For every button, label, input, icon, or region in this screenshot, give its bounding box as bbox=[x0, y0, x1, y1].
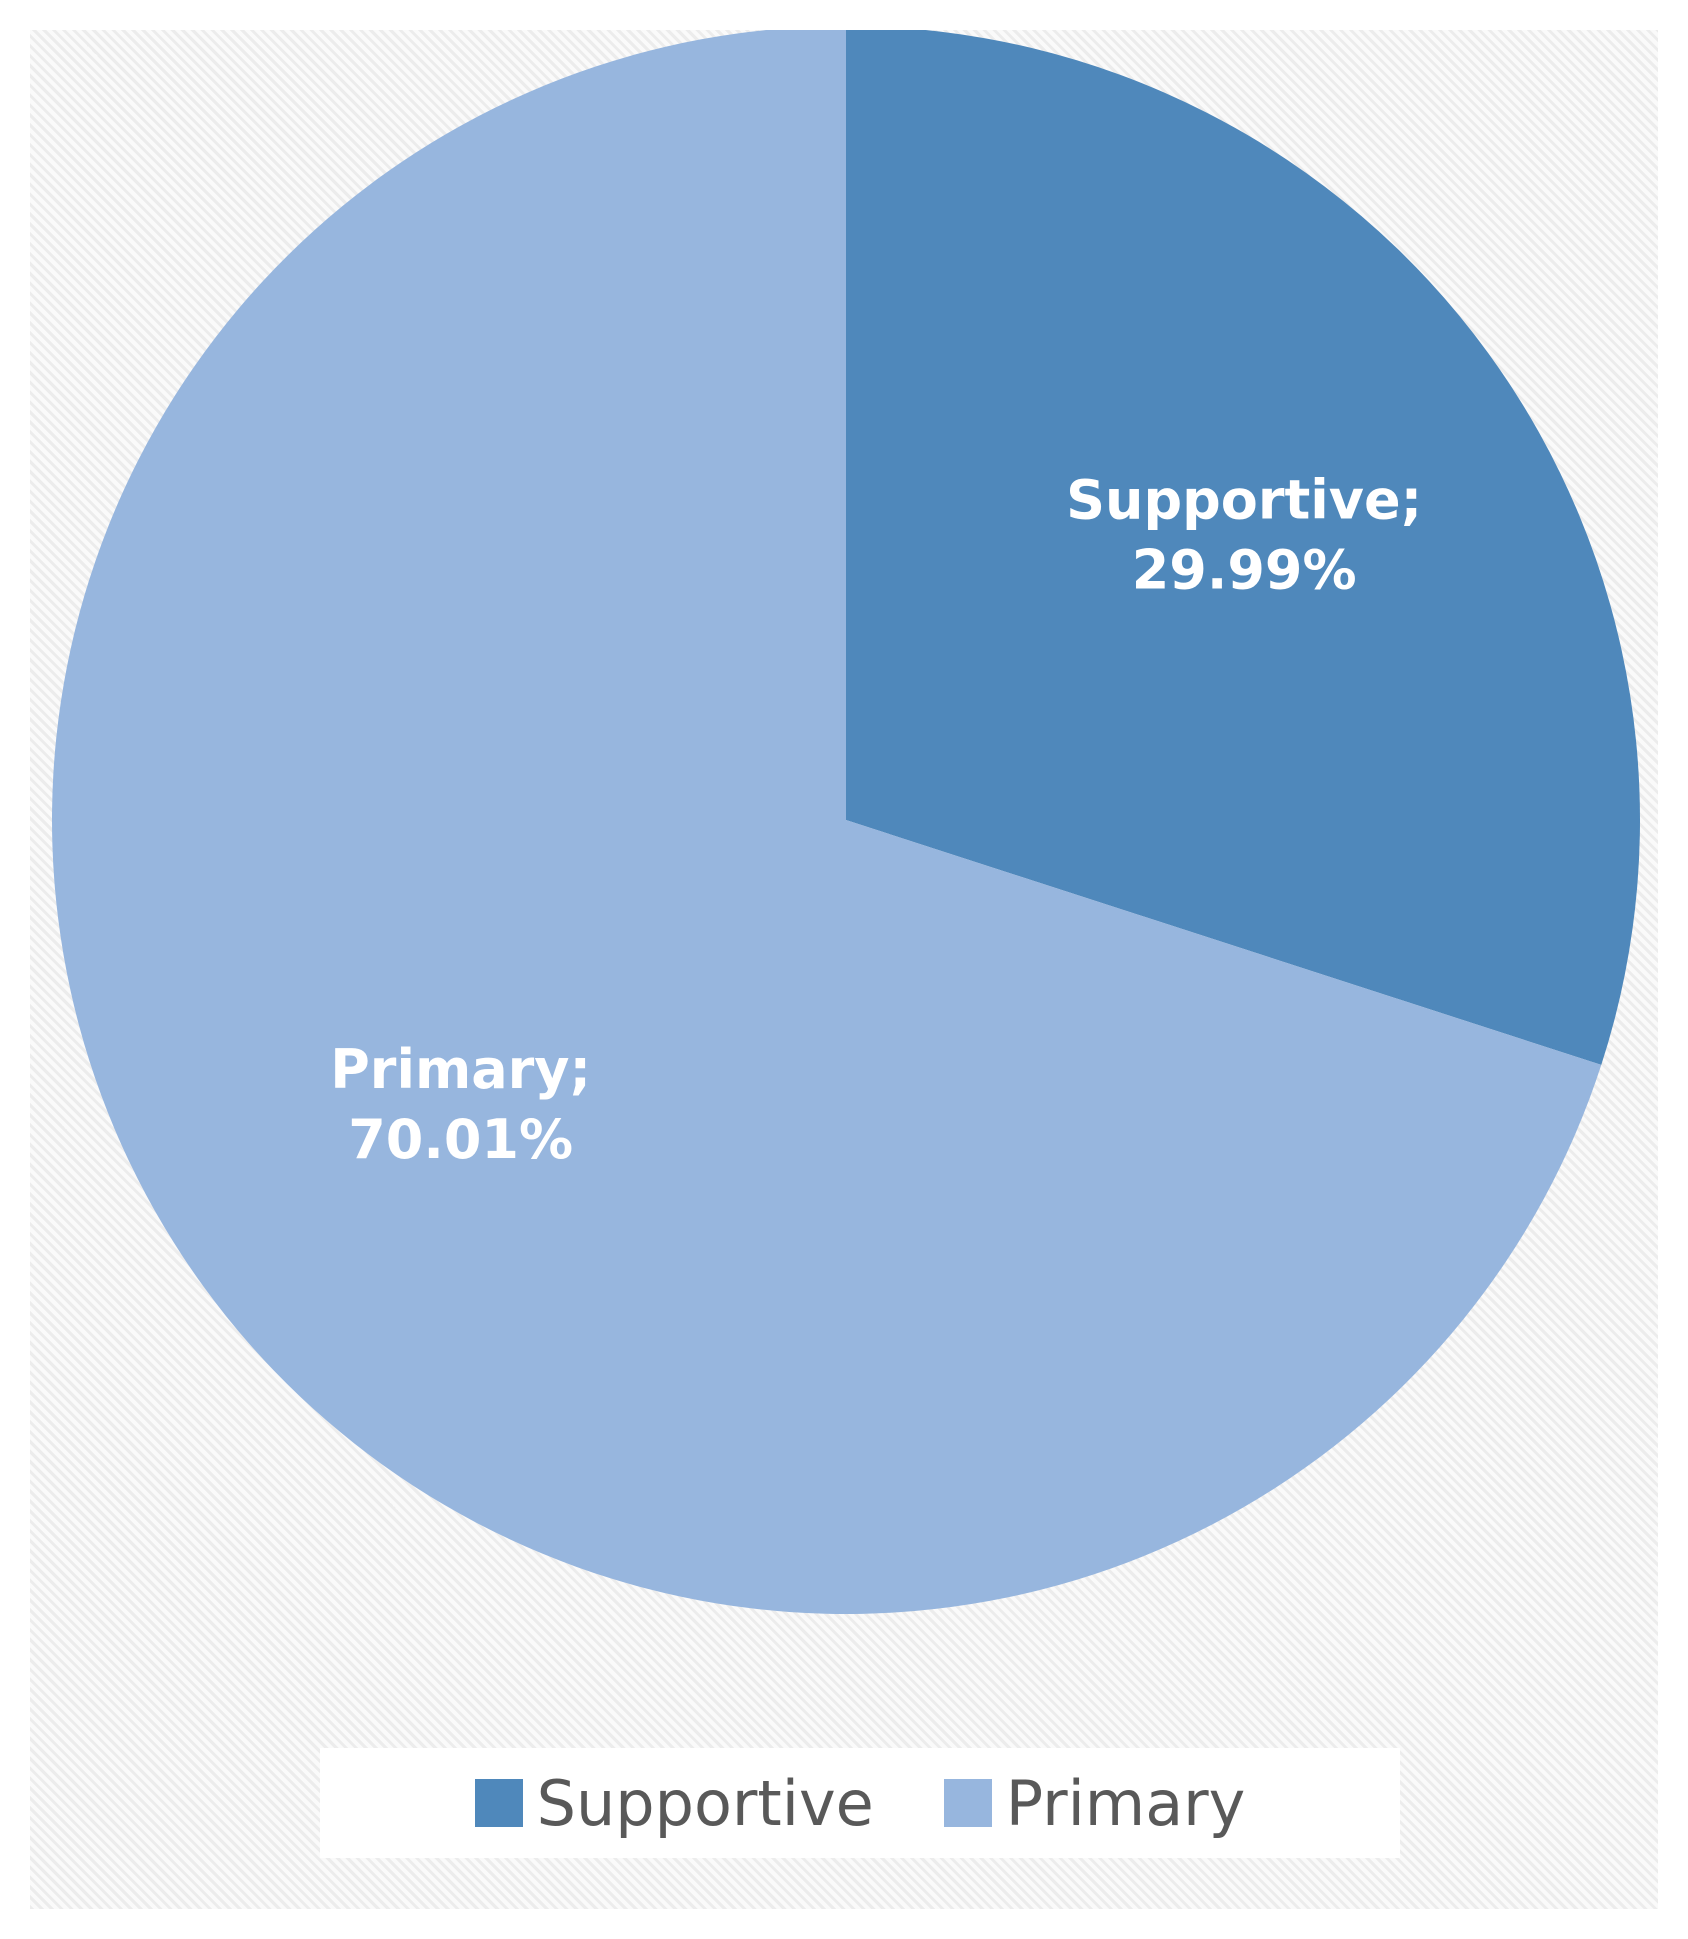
legend-item-supportive: Supportive bbox=[474, 1766, 874, 1840]
data-label-value-primary: 70.01% bbox=[348, 1108, 573, 1171]
legend-label-supportive: Supportive bbox=[536, 1766, 874, 1840]
legend-swatch-supportive bbox=[474, 1779, 523, 1827]
legend-item-primary: Primary bbox=[943, 1766, 1246, 1840]
legend: Supportive Primary bbox=[320, 1748, 1400, 1858]
pie-slice-primary bbox=[52, 30, 1602, 1614]
data-label-category-primary: Primary; bbox=[330, 1038, 591, 1101]
pie-slice-supportive bbox=[846, 30, 1640, 1065]
pie-chart: Supportive; 29.99% Primary; 70.01% bbox=[52, 30, 1640, 1614]
legend-label-primary: Primary bbox=[1005, 1766, 1246, 1840]
data-label-category-supportive: Supportive; bbox=[1066, 469, 1422, 532]
chart-area: Supportive; 29.99% Primary; 70.01% Supporti… bbox=[30, 30, 1658, 1909]
data-label-value-supportive: 29.99% bbox=[1132, 539, 1357, 602]
legend-swatch-primary bbox=[943, 1779, 992, 1827]
